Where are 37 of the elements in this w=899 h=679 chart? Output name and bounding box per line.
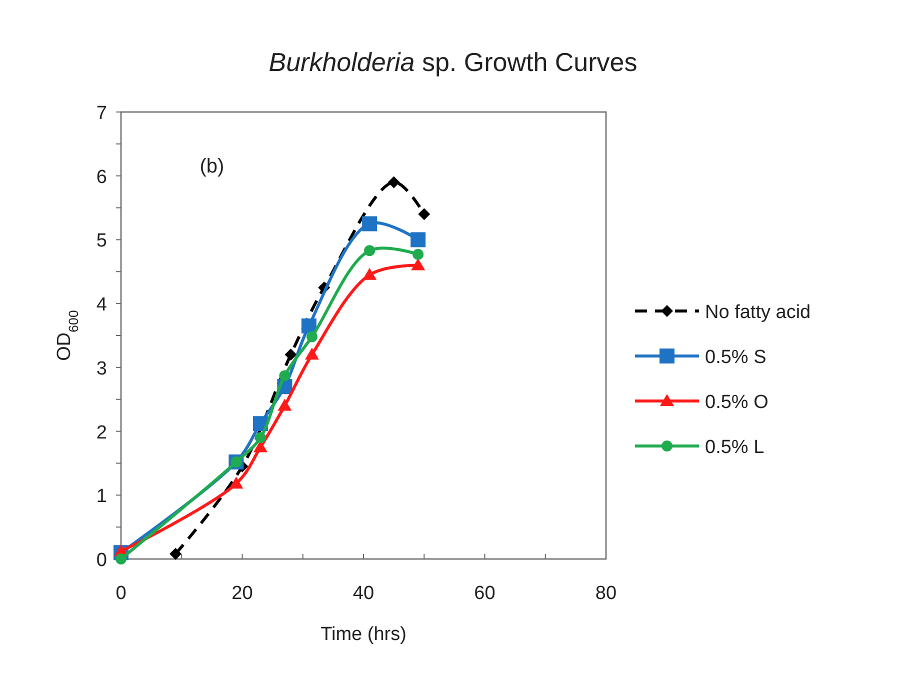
annotation: (b): [200, 156, 224, 178]
point: [306, 331, 318, 342]
point: [411, 258, 426, 270]
legend-label: 0.5% S: [705, 347, 766, 368]
y-tick-label: 7: [96, 103, 107, 124]
point: [388, 176, 400, 188]
point: [254, 432, 266, 444]
legend-label: 0.5% L: [705, 437, 764, 458]
x-axis-title: Time (hrs): [320, 624, 406, 645]
y-tick-label: 0: [96, 550, 107, 571]
y-tick-label: 2: [96, 422, 107, 444]
point: [412, 248, 424, 260]
legend-label: No fatty acid: [705, 302, 811, 323]
point: [418, 208, 430, 220]
x-tick-label: 40: [352, 583, 374, 604]
point: [410, 232, 426, 248]
point: [304, 348, 319, 360]
y-tick-label: 6: [96, 166, 107, 188]
point: [170, 548, 182, 560]
point: [284, 348, 297, 361]
x-tick-label: 80: [595, 583, 617, 604]
y-tick-label: 3: [96, 358, 107, 380]
y-tick-label: 4: [96, 294, 108, 316]
point: [116, 554, 126, 564]
x-tick-label: 20: [232, 583, 253, 604]
legend-label: 0.5% O: [705, 392, 768, 413]
point: [278, 398, 292, 411]
point: [362, 216, 378, 232]
x-tick-label: 0: [116, 583, 126, 604]
x-tick-label: 60: [474, 583, 496, 604]
point: [362, 268, 377, 280]
point: [364, 245, 376, 256]
y-tick-label: 5: [96, 230, 107, 252]
chart-title: Burkholderia sp. Growth Curves: [268, 47, 638, 77]
point: [229, 476, 244, 489]
point: [279, 370, 290, 382]
y-tick-label: 1: [96, 486, 107, 508]
